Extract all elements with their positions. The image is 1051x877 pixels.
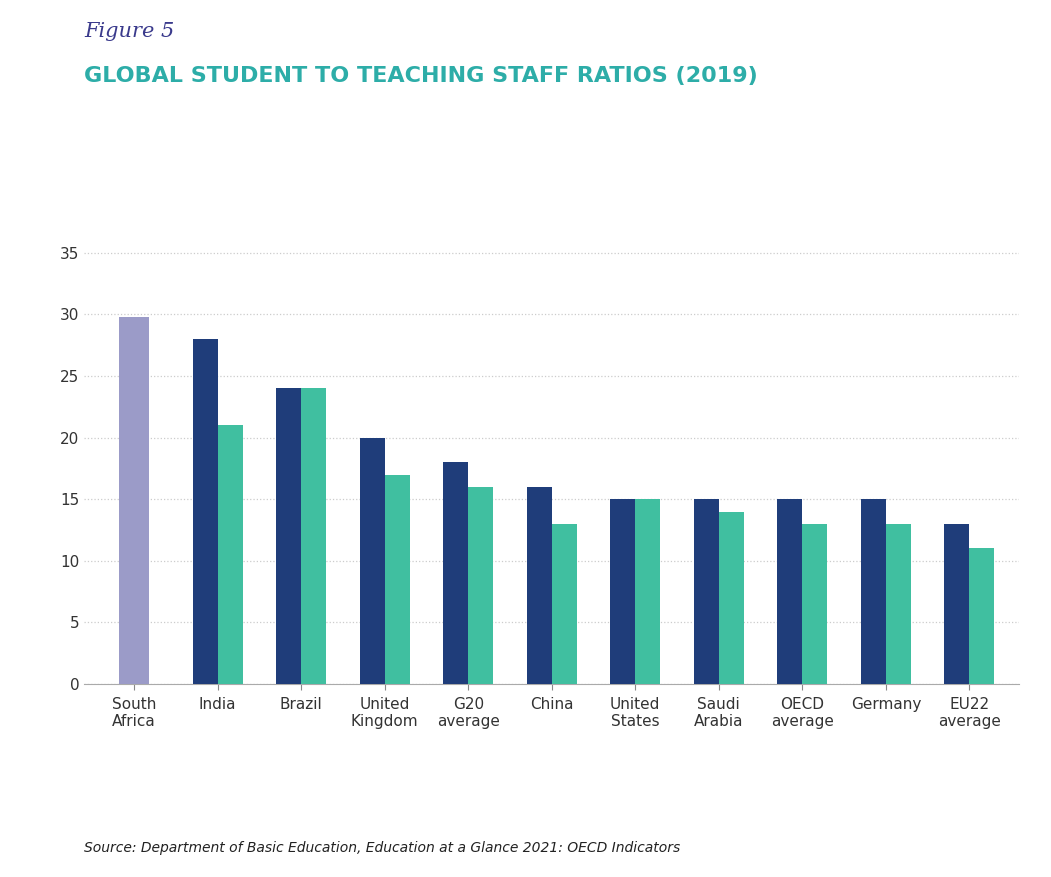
Bar (886, 524, 911, 684)
Bar (611, 499, 635, 684)
Bar (359, 438, 385, 684)
Bar (719, 511, 744, 684)
Text: Figure 5: Figure 5 (84, 22, 174, 41)
Text: GLOBAL STUDENT TO TEACHING STAFF RATIOS (2019): GLOBAL STUDENT TO TEACHING STAFF RATIOS … (84, 66, 758, 86)
Bar (694, 499, 719, 684)
Bar (552, 524, 577, 684)
Bar (469, 487, 493, 684)
Bar (444, 462, 469, 684)
Bar (802, 524, 827, 684)
Bar (119, 317, 149, 684)
Text: Source: Department of Basic Education, Education at a Glance 2021: OECD Indicato: Source: Department of Basic Education, E… (84, 841, 680, 855)
Bar (861, 499, 886, 684)
Bar (635, 499, 660, 684)
Bar (276, 389, 302, 684)
Bar (527, 487, 552, 684)
Bar (302, 389, 326, 684)
Bar (192, 339, 218, 684)
Bar (385, 474, 410, 684)
Bar (218, 425, 243, 684)
Bar (969, 548, 994, 684)
Bar (778, 499, 802, 684)
Bar (944, 524, 969, 684)
